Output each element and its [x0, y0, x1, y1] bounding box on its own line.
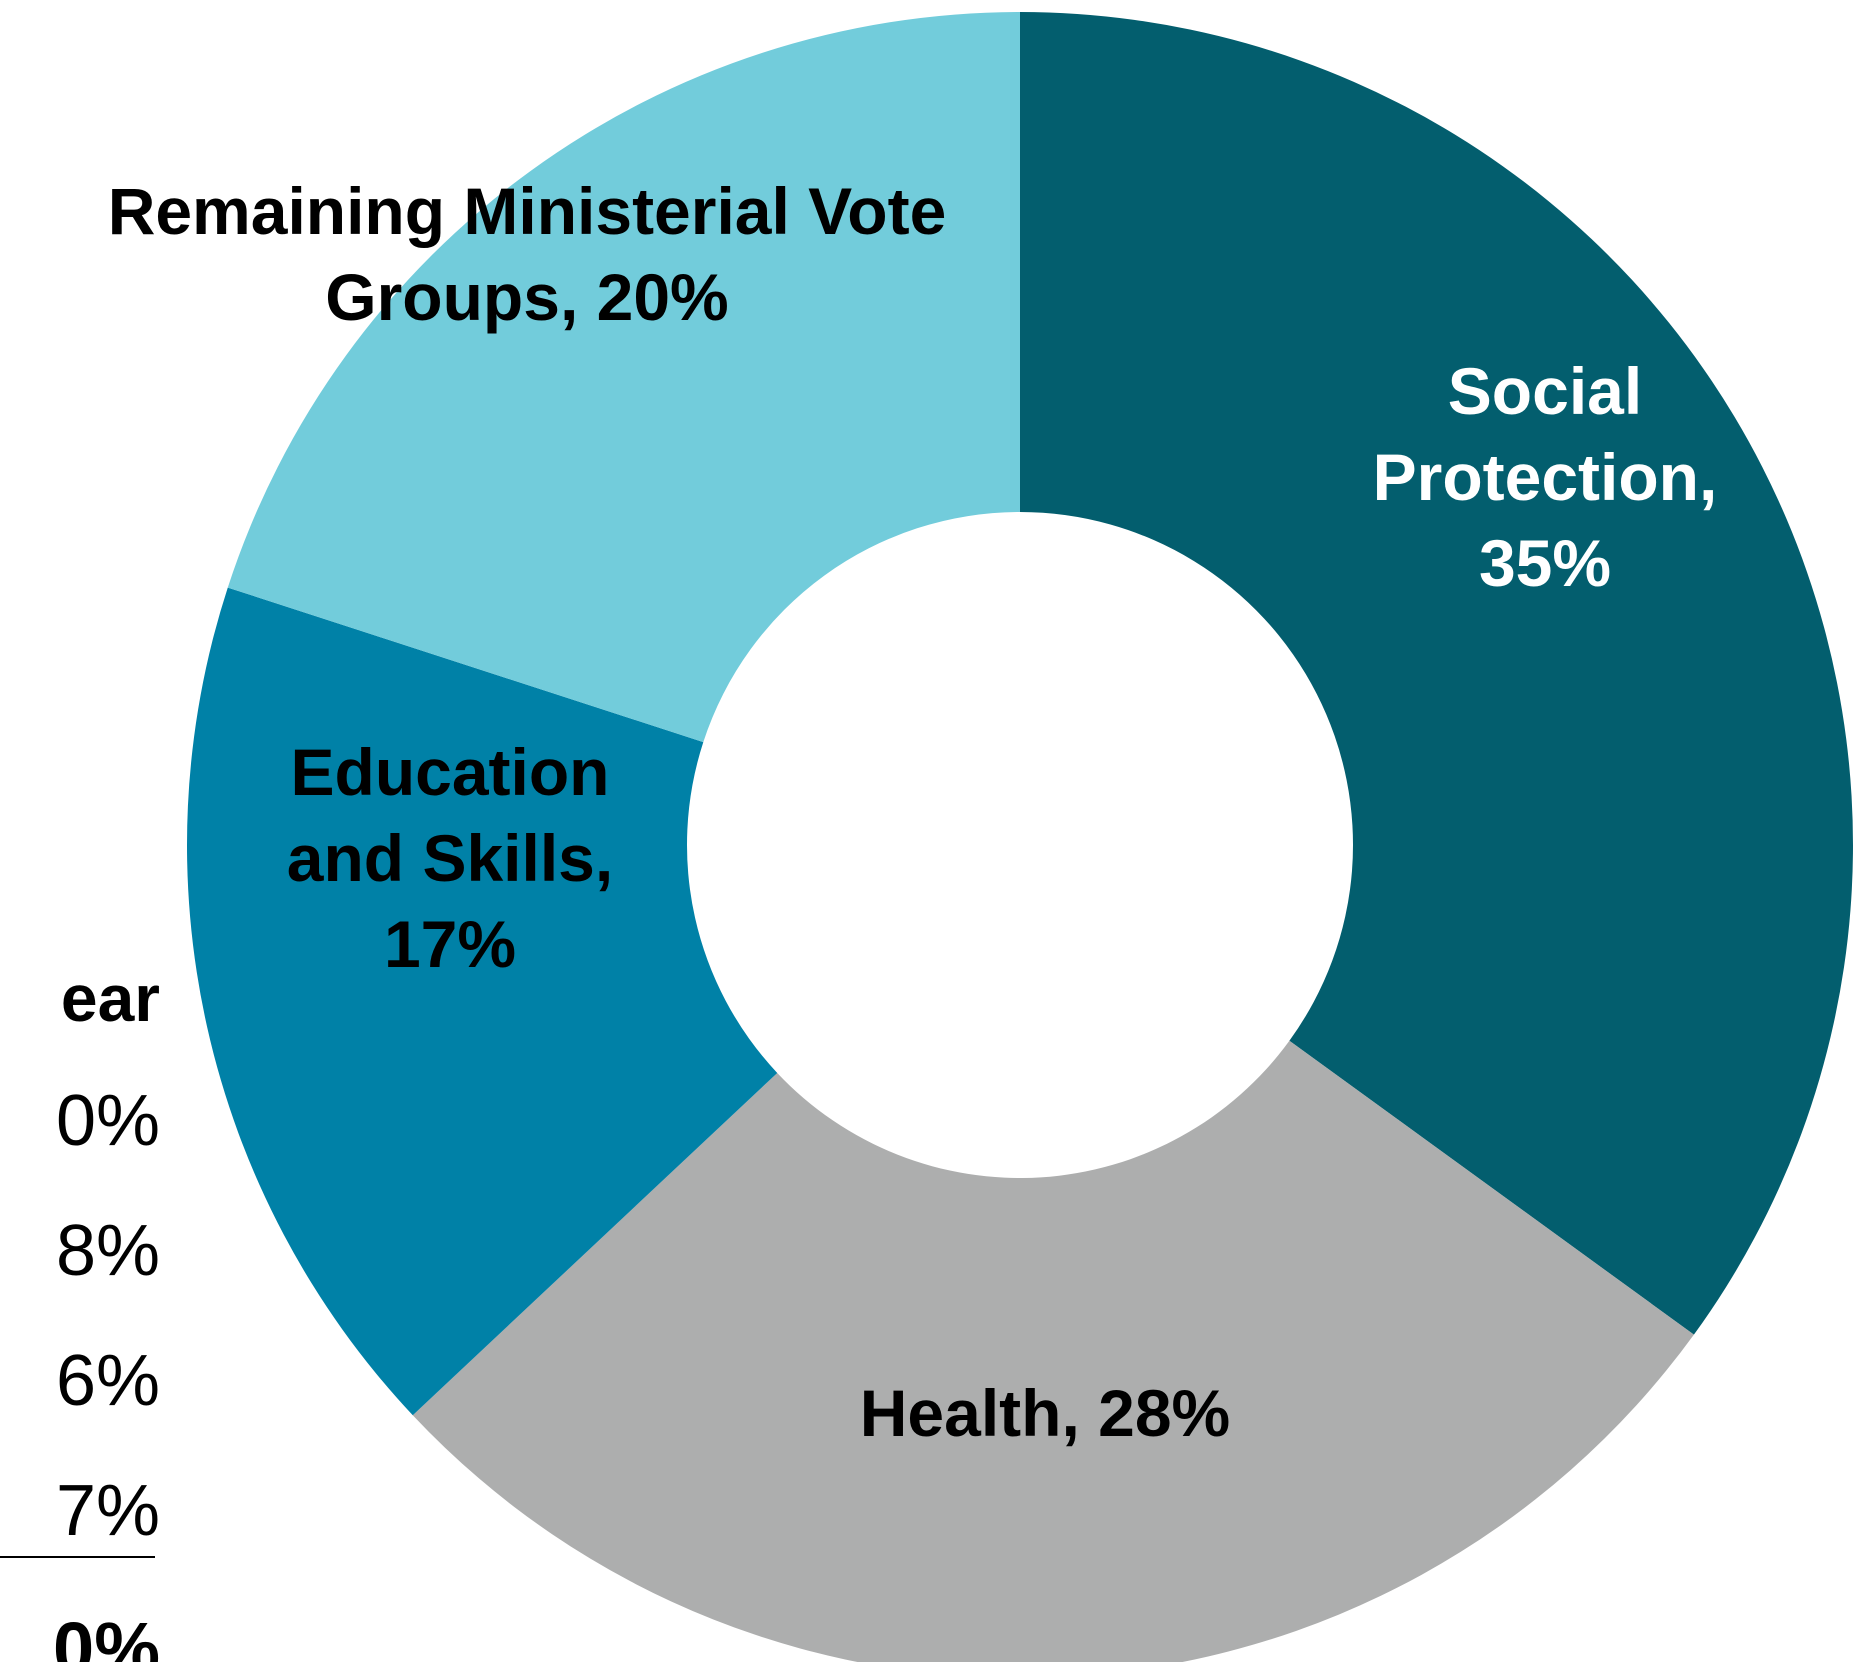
slice-label-line: Remaining Ministerial Vote	[108, 174, 947, 248]
slice-label-remaining-ministerial-vote-groups: Remaining Ministerial Vote Groups, 20%	[108, 174, 947, 334]
slice-label-social-protection: Social Protection, 35%	[1373, 354, 1718, 600]
table-cell-fragment: 6%	[55, 1341, 160, 1421]
slice-label-line: Education	[290, 735, 609, 809]
table-total-fragment: 0%	[53, 1607, 160, 1662]
cut-off-table: ear 0% 8% 6% 7% 0%	[0, 0, 180, 1662]
table-header-fragment: ear	[60, 961, 160, 1035]
slice-label-line: 35%	[1479, 526, 1611, 600]
slice-education-and-skills	[186, 587, 778, 1416]
slice-label-line: Groups, 20%	[325, 260, 728, 334]
slice-label-line: Social	[1448, 354, 1642, 428]
slices-layer	[186, 12, 1853, 1662]
slice-label-line: 17%	[384, 907, 516, 981]
slice-remaining-ministerial-vote-groups	[227, 12, 1021, 743]
slice-label-line: Protection,	[1373, 440, 1718, 514]
slice-labels-layer: Social Protection, 35% Health, 28% Education…	[108, 174, 1718, 1450]
slice-label-health: Health, 28%	[860, 1376, 1230, 1450]
table-cell-fragment: 7%	[55, 1471, 160, 1551]
slice-label-line: Health, 28%	[860, 1376, 1230, 1450]
table-cell-fragment: 0%	[55, 1081, 160, 1161]
slice-social-protection	[1020, 12, 1853, 1335]
slice-health	[412, 1040, 1694, 1662]
table-cell-fragment: 8%	[55, 1211, 160, 1291]
table-total-divider	[0, 1556, 155, 1558]
slice-label-education-and-skills: Education and Skills, 17%	[287, 735, 613, 981]
slice-label-line: and Skills,	[287, 821, 613, 895]
